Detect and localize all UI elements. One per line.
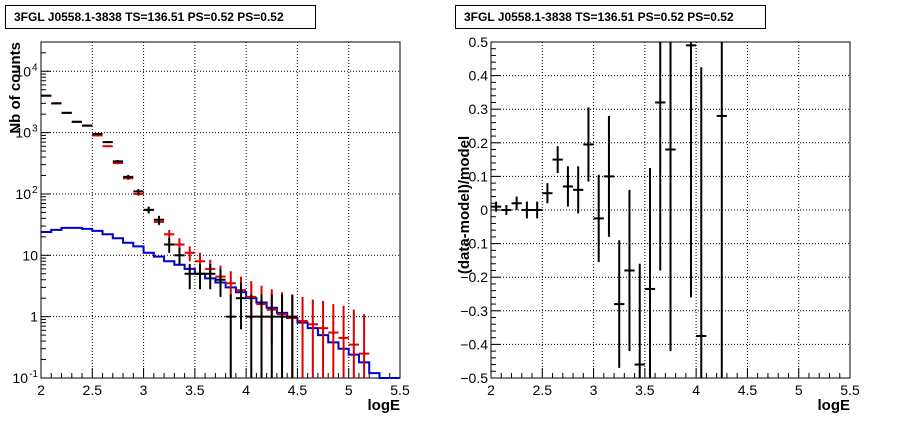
y-tick-label: −0.1 [460, 236, 488, 252]
y-tick-label: 10 [15, 63, 31, 79]
x-axis-title: logE [818, 397, 851, 414]
y-tick-exponent: 3 [32, 124, 38, 135]
y-tick-exponent: -1 [29, 369, 38, 380]
y-tick-label: 0.1 [469, 168, 489, 184]
residual-chart: 2 2.5 3 3.5 4 4.5 5 5.5 0.5 0.4 0.3 0.2 0.1 0 −0.1 −0.2… [456, 34, 860, 414]
y-tick-label: 10 [22, 247, 38, 263]
y-tick-label: 1 [30, 309, 38, 325]
y-tick-label: 0.3 [469, 101, 489, 117]
x-tick-label: 4.5 [738, 382, 758, 398]
x-tick-label: 3.5 [185, 382, 205, 398]
x-tick-label: 2 [487, 382, 495, 398]
y-tick-exponent: 2 [32, 185, 38, 196]
y-tick-label: 10 [15, 125, 31, 141]
y-tick-label: 0.2 [469, 135, 489, 151]
chart-title: 3FGL J0558.1-3838 TS=136.51 PS=0.52 PS=0… [455, 5, 766, 29]
x-tick-label: 5 [345, 382, 353, 398]
y-tick-label: −0.3 [460, 303, 488, 319]
y-tick-label: 0.4 [469, 68, 489, 84]
x-tick-label: 4 [242, 382, 250, 398]
x-tick-label: 4.5 [288, 382, 308, 398]
y-axis-title: Nb of counts [7, 42, 24, 134]
y-tick-label: 0 [480, 202, 488, 218]
x-tick-label: 2.5 [533, 382, 553, 398]
x-tick-label: 5 [795, 382, 803, 398]
x-tick-label: 2 [37, 382, 45, 398]
y-tick-label: 10 [15, 186, 31, 202]
y-tick-exponent: 4 [32, 62, 38, 73]
y-tick-label: −0.5 [460, 370, 488, 386]
chart-title: 3FGL J0558.1-3838 TS=136.51 PS=0.52 PS=0… [5, 5, 316, 29]
y-tick-label: −0.4 [460, 336, 488, 352]
x-tick-label: 3 [590, 382, 598, 398]
model-step-line [41, 226, 400, 379]
x-tick-label: 2.5 [83, 382, 103, 398]
residual-chart-panel: 3FGL J0558.1-3838 TS=136.51 PS=0.52 PS=0… [449, 0, 898, 421]
y-axis-title: (data-model)/model [456, 136, 473, 274]
counts-chart-panel: 3FGL J0558.1-3838 TS=136.51 PS=0.52 PS=0… [5, 5, 410, 414]
x-tick-label: 3 [140, 382, 148, 398]
y-tick-label: 0.5 [469, 34, 489, 50]
plot-frame [40, 41, 401, 379]
x-tick-label: 5.5 [840, 382, 860, 398]
y-tick-label: 10 [12, 370, 28, 386]
x-tick-label: 4 [692, 382, 700, 398]
x-axis-title: logE [368, 397, 401, 414]
y-tick-label: −0.2 [460, 269, 488, 285]
x-tick-label: 5.5 [390, 382, 410, 398]
x-tick-label: 3.5 [635, 382, 655, 398]
